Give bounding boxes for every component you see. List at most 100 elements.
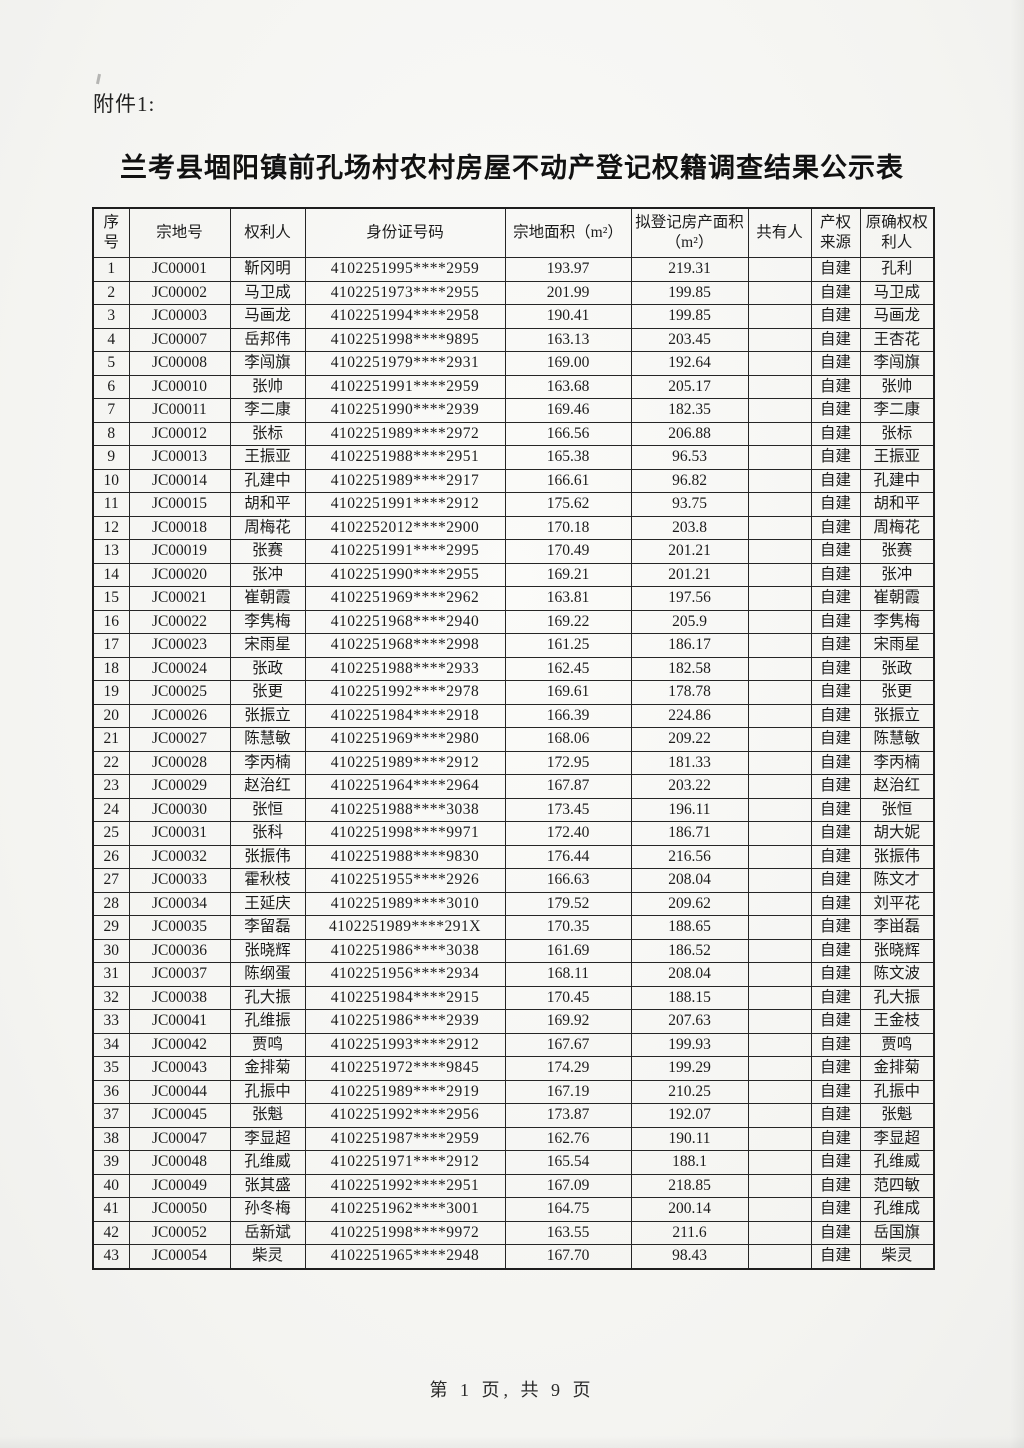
cell-building-area: 224.86 [630, 703, 749, 728]
cell-rights-holder: 张政 [229, 656, 306, 681]
cell-id-number: 4102251992****2951 [304, 1173, 506, 1198]
cell-id-number: 4102251991****2912 [304, 492, 506, 517]
cell-ownership-source: 自建 [810, 1056, 861, 1081]
cell-rights-holder: 孔建中 [229, 468, 306, 493]
cell-ownership-source: 自建 [810, 280, 861, 305]
cell-building-area: 192.07 [630, 1103, 749, 1128]
cell-id-number: 4102251989****3010 [304, 891, 506, 916]
cell-ownership-source: 自建 [810, 868, 861, 893]
cell-original-holder: 孔维成 [859, 1197, 935, 1222]
cell-building-area: 218.85 [630, 1173, 749, 1198]
cell-co-owner [747, 633, 812, 658]
table-row: 38 JC00047 李显超 4102251987****2959 162.76 190.… [92, 1126, 935, 1151]
cell-co-owner [747, 774, 812, 799]
cell-parcel-no: JC00049 [128, 1173, 231, 1198]
table-row: 42 JC00052 岳新斌 4102251998****9972 163.55 211.… [92, 1220, 935, 1245]
cell-parcel-no: JC00032 [128, 844, 231, 869]
cell-parcel-area: 167.87 [504, 774, 632, 799]
cell-building-area: 199.93 [630, 1032, 749, 1057]
cell-id-number: 4102251995****2959 [304, 257, 506, 282]
cell-index: 12 [92, 515, 130, 540]
cell-ownership-source: 自建 [810, 915, 861, 940]
cell-parcel-area: 167.09 [504, 1173, 632, 1198]
cell-original-holder: 刘平花 [859, 891, 935, 916]
cell-id-number: 4102251991****2959 [304, 374, 506, 399]
cell-ownership-source: 自建 [810, 1244, 861, 1269]
cell-building-area: 192.64 [630, 351, 749, 376]
cell-original-holder: 崔朝霞 [859, 586, 935, 611]
column-header-parcel-no: 宗地号 [128, 207, 231, 258]
cell-original-holder: 贾鸣 [859, 1032, 935, 1057]
cell-id-number: 4102251998****9971 [304, 821, 506, 846]
cell-parcel-area: 172.95 [504, 750, 632, 775]
cell-original-holder: 陈文才 [859, 868, 935, 893]
cell-original-holder: 孔维威 [859, 1150, 935, 1175]
cell-rights-holder: 孔维威 [229, 1150, 306, 1175]
cell-building-area: 190.11 [630, 1126, 749, 1151]
cell-building-area: 197.56 [630, 586, 749, 611]
cell-parcel-no: JC00028 [128, 750, 231, 775]
cell-rights-holder: 张其盛 [229, 1173, 306, 1198]
cell-building-area: 209.22 [630, 727, 749, 752]
column-header-rights-holder: 权利人 [229, 207, 306, 258]
cell-rights-holder: 张冲 [229, 562, 306, 587]
cell-original-holder: 王振亚 [859, 445, 935, 470]
cell-ownership-source: 自建 [810, 351, 861, 376]
table-row: 25 JC00031 张科 4102251998****9971 172.40 186.7… [92, 821, 935, 846]
table-row: 14 JC00020 张冲 4102251990****2955 169.21 201.2… [92, 562, 935, 587]
cell-ownership-source: 自建 [810, 492, 861, 517]
cell-parcel-no: JC00043 [128, 1056, 231, 1081]
cell-parcel-no: JC00036 [128, 938, 231, 963]
cell-parcel-no: JC00007 [128, 327, 231, 352]
cell-rights-holder: 金排菊 [229, 1056, 306, 1081]
cell-ownership-source: 自建 [810, 257, 861, 282]
cell-building-area: 200.14 [630, 1197, 749, 1222]
cell-parcel-area: 169.92 [504, 1009, 632, 1034]
cell-rights-holder: 柴灵 [229, 1244, 306, 1269]
cell-rights-holder: 李留磊 [229, 915, 306, 940]
cell-co-owner [747, 280, 812, 305]
cell-parcel-area: 170.45 [504, 985, 632, 1010]
cell-index: 11 [92, 492, 130, 517]
cell-rights-holder: 张振立 [229, 703, 306, 728]
cell-parcel-area: 164.75 [504, 1197, 632, 1222]
cell-id-number: 4102251984****2915 [304, 985, 506, 1010]
column-header-parcel-area: 宗地面积（m²） [504, 207, 632, 258]
cell-parcel-no: JC00002 [128, 280, 231, 305]
cell-id-number: 4102251990****2955 [304, 562, 506, 587]
cell-ownership-source: 自建 [810, 562, 861, 587]
cell-original-holder: 张振伟 [859, 844, 935, 869]
cell-ownership-source: 自建 [810, 1079, 861, 1104]
cell-id-number: 4102251962****3001 [304, 1197, 506, 1222]
cell-rights-holder: 李隽梅 [229, 609, 306, 634]
cell-parcel-no: JC00045 [128, 1103, 231, 1128]
cell-parcel-area: 163.13 [504, 327, 632, 352]
cell-co-owner [747, 304, 812, 329]
cell-parcel-no: JC00025 [128, 680, 231, 705]
cell-id-number: 4102251998****9895 [304, 327, 506, 352]
cell-original-holder: 李隽梅 [859, 609, 935, 634]
cell-parcel-no: JC00042 [128, 1032, 231, 1057]
cell-original-holder: 张冲 [859, 562, 935, 587]
table-row: 37 JC00045 张魁 4102251992****2956 173.87 192.0… [92, 1103, 935, 1128]
cell-co-owner [747, 1150, 812, 1175]
scan-edge-shade [1010, 0, 1024, 1448]
cell-parcel-area: 167.67 [504, 1032, 632, 1057]
cell-ownership-source: 自建 [810, 327, 861, 352]
cell-id-number: 4102252012****2900 [304, 515, 506, 540]
cell-co-owner [747, 703, 812, 728]
cell-parcel-no: JC00012 [128, 421, 231, 446]
column-header-ownership-source: 产权来源 [810, 207, 861, 258]
cell-rights-holder: 岳新斌 [229, 1220, 306, 1245]
cell-ownership-source: 自建 [810, 1150, 861, 1175]
cell-rights-holder: 靳冈明 [229, 257, 306, 282]
cell-rights-holder: 张科 [229, 821, 306, 846]
cell-original-holder: 宋雨星 [859, 633, 935, 658]
table-row: 8 JC00012 张标 4102251989****2972 166.56 206.88… [92, 421, 935, 446]
cell-building-area: 93.75 [630, 492, 749, 517]
cell-co-owner [747, 539, 812, 564]
cell-ownership-source: 自建 [810, 938, 861, 963]
cell-id-number: 4102251955****2926 [304, 868, 506, 893]
cell-building-area: 207.63 [630, 1009, 749, 1034]
table-row: 28 JC00034 王延庆 4102251989****3010 179.52 209.… [92, 891, 935, 916]
